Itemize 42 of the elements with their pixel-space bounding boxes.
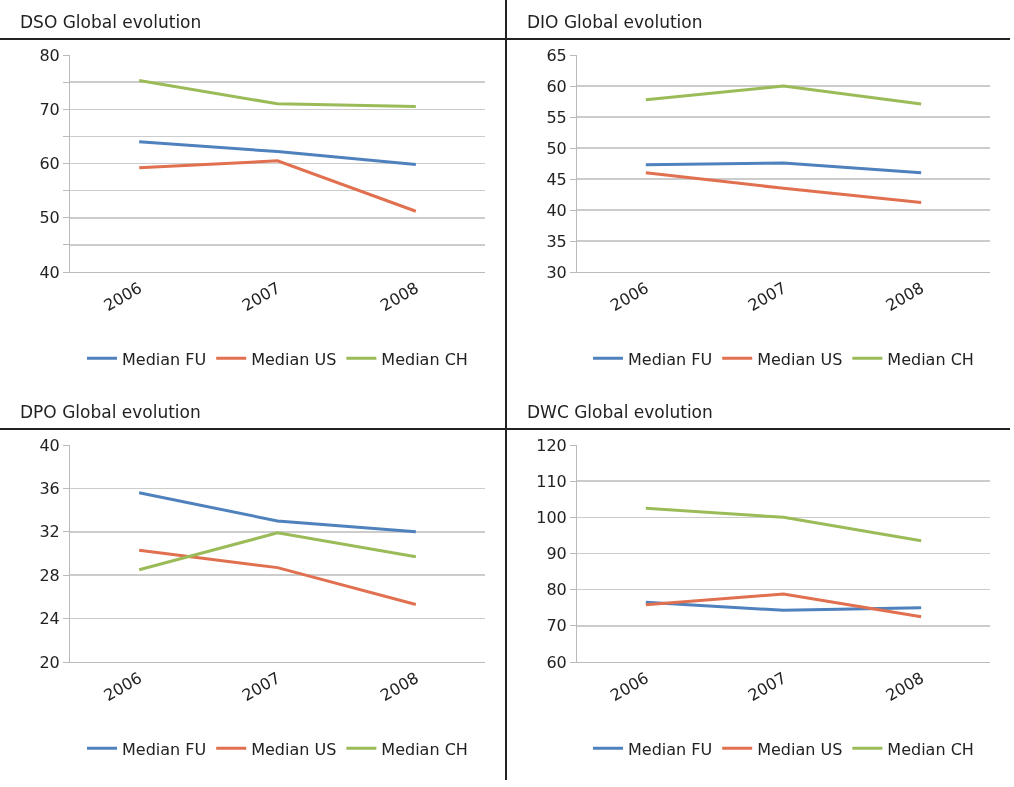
legend-label: Median CH	[381, 349, 468, 369]
y-tick-label: 55	[546, 107, 567, 127]
legend-label: Median CH	[381, 739, 468, 759]
legend-label: Median US	[251, 739, 337, 759]
legend-label: Median US	[757, 349, 843, 369]
y-tick-label: 120	[536, 435, 567, 455]
y-tick-label: 65	[546, 45, 567, 65]
y-tick-label: 70	[39, 99, 60, 119]
legend-label: Median CH	[887, 739, 974, 759]
legend-label: Median CH	[887, 349, 974, 369]
y-tick-label: 110	[536, 471, 567, 491]
y-tick-label: 60	[546, 76, 567, 96]
y-tick-label: 70	[546, 616, 567, 636]
y-tick-label: 60	[39, 154, 60, 174]
y-tick-label: 36	[39, 479, 60, 498]
y-tick-label: 80	[39, 45, 60, 65]
y-tick-label: 50	[546, 138, 567, 158]
y-tick-label: 24	[39, 609, 60, 629]
y-tick-label: 35	[546, 231, 567, 251]
y-tick-label: 28	[39, 565, 60, 585]
legend-label: Median FU	[628, 739, 713, 759]
legend-label: Median FU	[122, 739, 207, 759]
legend-label: Median FU	[628, 349, 713, 369]
chart-title: DPO Global evolution	[0, 390, 505, 430]
chart-title: DIO Global evolution	[507, 0, 1010, 40]
y-tick-label: 80	[546, 580, 567, 600]
chart-title: DWC Global evolution	[507, 390, 1010, 430]
y-tick-label: 100	[536, 507, 567, 527]
y-tick-label: 45	[546, 169, 567, 189]
legend-label: Median US	[757, 739, 843, 759]
y-tick-label: 40	[39, 435, 60, 455]
legend-label: Median US	[251, 349, 337, 369]
y-tick-label: 30	[546, 262, 567, 282]
y-tick-label: 32	[39, 522, 60, 542]
y-tick-label: 60	[546, 652, 567, 672]
y-tick-label: 90	[546, 544, 567, 564]
chart-title: DSO Global evolution	[0, 0, 505, 40]
y-tick-label: 40	[39, 262, 60, 282]
y-tick-label: 50	[39, 208, 60, 228]
legend-label: Median FU	[122, 349, 207, 369]
y-tick-label: 20	[39, 652, 60, 672]
y-tick-label: 40	[546, 200, 567, 220]
